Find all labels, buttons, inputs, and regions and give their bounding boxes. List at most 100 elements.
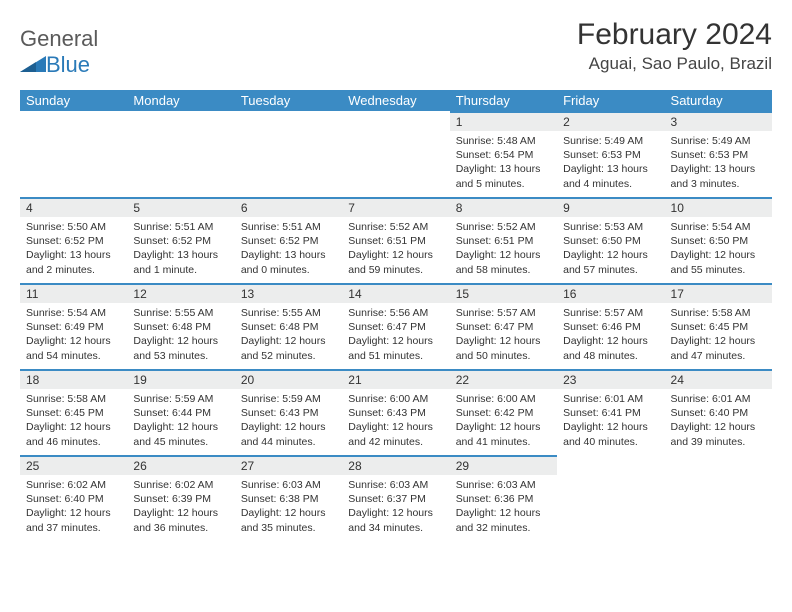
day-number: 18 bbox=[20, 369, 127, 389]
weekday-header: Sunday bbox=[20, 90, 127, 111]
calendar-cell bbox=[20, 111, 127, 197]
calendar-cell: 18Sunrise: 5:58 AMSunset: 6:45 PMDayligh… bbox=[20, 369, 127, 455]
day-details: Sunrise: 6:03 AMSunset: 6:37 PMDaylight:… bbox=[342, 475, 449, 541]
day-number-empty bbox=[342, 111, 449, 129]
calendar-cell bbox=[557, 455, 664, 541]
day-number: 29 bbox=[450, 455, 557, 475]
day-details: Sunrise: 5:52 AMSunset: 6:51 PMDaylight:… bbox=[342, 217, 449, 283]
daylight-line: Daylight: 12 hours and 40 minutes. bbox=[563, 420, 658, 448]
daylight-line: Daylight: 12 hours and 45 minutes. bbox=[133, 420, 228, 448]
sunrise-line: Sunrise: 5:50 AM bbox=[26, 220, 121, 234]
day-details: Sunrise: 6:03 AMSunset: 6:38 PMDaylight:… bbox=[235, 475, 342, 541]
day-number: 8 bbox=[450, 197, 557, 217]
sunrise-line: Sunrise: 5:51 AM bbox=[241, 220, 336, 234]
calendar-cell: 14Sunrise: 5:56 AMSunset: 6:47 PMDayligh… bbox=[342, 283, 449, 369]
sunrise-line: Sunrise: 6:02 AM bbox=[133, 478, 228, 492]
day-number: 14 bbox=[342, 283, 449, 303]
daylight-line: Daylight: 13 hours and 1 minute. bbox=[133, 248, 228, 276]
day-details: Sunrise: 5:51 AMSunset: 6:52 PMDaylight:… bbox=[127, 217, 234, 283]
day-number: 27 bbox=[235, 455, 342, 475]
day-details: Sunrise: 6:02 AMSunset: 6:39 PMDaylight:… bbox=[127, 475, 234, 541]
calendar-cell: 23Sunrise: 6:01 AMSunset: 6:41 PMDayligh… bbox=[557, 369, 664, 455]
logo-text-blue: Blue bbox=[46, 52, 90, 77]
sunset-line: Sunset: 6:51 PM bbox=[348, 234, 443, 248]
calendar-cell: 19Sunrise: 5:59 AMSunset: 6:44 PMDayligh… bbox=[127, 369, 234, 455]
day-number: 28 bbox=[342, 455, 449, 475]
calendar-cell: 3Sunrise: 5:49 AMSunset: 6:53 PMDaylight… bbox=[665, 111, 772, 197]
day-number: 7 bbox=[342, 197, 449, 217]
calendar-cell bbox=[342, 111, 449, 197]
daylight-line: Daylight: 12 hours and 57 minutes. bbox=[563, 248, 658, 276]
day-number-empty bbox=[665, 455, 772, 473]
logo: General Blue bbox=[20, 26, 98, 78]
day-details: Sunrise: 5:55 AMSunset: 6:48 PMDaylight:… bbox=[235, 303, 342, 369]
daylight-line: Daylight: 12 hours and 59 minutes. bbox=[348, 248, 443, 276]
sunset-line: Sunset: 6:50 PM bbox=[671, 234, 766, 248]
daylight-line: Daylight: 12 hours and 55 minutes. bbox=[671, 248, 766, 276]
calendar-cell: 6Sunrise: 5:51 AMSunset: 6:52 PMDaylight… bbox=[235, 197, 342, 283]
sunset-line: Sunset: 6:47 PM bbox=[348, 320, 443, 334]
page-title: February 2024 bbox=[577, 18, 772, 52]
calendar-cell: 9Sunrise: 5:53 AMSunset: 6:50 PMDaylight… bbox=[557, 197, 664, 283]
sunset-line: Sunset: 6:52 PM bbox=[26, 234, 121, 248]
day-details: Sunrise: 5:58 AMSunset: 6:45 PMDaylight:… bbox=[20, 389, 127, 455]
sunset-line: Sunset: 6:45 PM bbox=[671, 320, 766, 334]
calendar-cell: 10Sunrise: 5:54 AMSunset: 6:50 PMDayligh… bbox=[665, 197, 772, 283]
calendar-cell bbox=[665, 455, 772, 541]
day-details: Sunrise: 6:00 AMSunset: 6:43 PMDaylight:… bbox=[342, 389, 449, 455]
sunset-line: Sunset: 6:37 PM bbox=[348, 492, 443, 506]
calendar-cell: 16Sunrise: 5:57 AMSunset: 6:46 PMDayligh… bbox=[557, 283, 664, 369]
day-number: 23 bbox=[557, 369, 664, 389]
day-number: 11 bbox=[20, 283, 127, 303]
weekday-header: Wednesday bbox=[342, 90, 449, 111]
daylight-line: Daylight: 12 hours and 46 minutes. bbox=[26, 420, 121, 448]
sunset-line: Sunset: 6:43 PM bbox=[241, 406, 336, 420]
sunrise-line: Sunrise: 6:03 AM bbox=[348, 478, 443, 492]
sunset-line: Sunset: 6:45 PM bbox=[26, 406, 121, 420]
day-details: Sunrise: 5:49 AMSunset: 6:53 PMDaylight:… bbox=[557, 131, 664, 197]
calendar-cell: 22Sunrise: 6:00 AMSunset: 6:42 PMDayligh… bbox=[450, 369, 557, 455]
day-number: 4 bbox=[20, 197, 127, 217]
day-number-empty bbox=[557, 455, 664, 473]
logo-icon bbox=[20, 52, 46, 78]
logo-text-gray: General bbox=[20, 26, 98, 51]
calendar-cell: 25Sunrise: 6:02 AMSunset: 6:40 PMDayligh… bbox=[20, 455, 127, 541]
calendar-cell: 7Sunrise: 5:52 AMSunset: 6:51 PMDaylight… bbox=[342, 197, 449, 283]
calendar-cell: 5Sunrise: 5:51 AMSunset: 6:52 PMDaylight… bbox=[127, 197, 234, 283]
sunrise-line: Sunrise: 6:01 AM bbox=[671, 392, 766, 406]
calendar-week-row: 11Sunrise: 5:54 AMSunset: 6:49 PMDayligh… bbox=[20, 283, 772, 369]
daylight-line: Daylight: 12 hours and 42 minutes. bbox=[348, 420, 443, 448]
calendar-cell: 11Sunrise: 5:54 AMSunset: 6:49 PMDayligh… bbox=[20, 283, 127, 369]
calendar-cell: 17Sunrise: 5:58 AMSunset: 6:45 PMDayligh… bbox=[665, 283, 772, 369]
sunset-line: Sunset: 6:53 PM bbox=[563, 148, 658, 162]
daylight-line: Daylight: 12 hours and 51 minutes. bbox=[348, 334, 443, 362]
calendar-cell: 20Sunrise: 5:59 AMSunset: 6:43 PMDayligh… bbox=[235, 369, 342, 455]
daylight-line: Daylight: 12 hours and 52 minutes. bbox=[241, 334, 336, 362]
day-number-empty bbox=[20, 111, 127, 129]
sunset-line: Sunset: 6:41 PM bbox=[563, 406, 658, 420]
day-number: 15 bbox=[450, 283, 557, 303]
sunset-line: Sunset: 6:49 PM bbox=[26, 320, 121, 334]
daylight-line: Daylight: 12 hours and 34 minutes. bbox=[348, 506, 443, 534]
day-details: Sunrise: 5:56 AMSunset: 6:47 PMDaylight:… bbox=[342, 303, 449, 369]
calendar-table: SundayMondayTuesdayWednesdayThursdayFrid… bbox=[20, 90, 772, 541]
daylight-line: Daylight: 12 hours and 39 minutes. bbox=[671, 420, 766, 448]
sunrise-line: Sunrise: 5:56 AM bbox=[348, 306, 443, 320]
calendar-cell: 8Sunrise: 5:52 AMSunset: 6:51 PMDaylight… bbox=[450, 197, 557, 283]
daylight-line: Daylight: 13 hours and 4 minutes. bbox=[563, 162, 658, 190]
sunrise-line: Sunrise: 6:03 AM bbox=[241, 478, 336, 492]
sunset-line: Sunset: 6:52 PM bbox=[241, 234, 336, 248]
day-details: Sunrise: 5:59 AMSunset: 6:43 PMDaylight:… bbox=[235, 389, 342, 455]
calendar-cell: 1Sunrise: 5:48 AMSunset: 6:54 PMDaylight… bbox=[450, 111, 557, 197]
day-number: 12 bbox=[127, 283, 234, 303]
day-details: Sunrise: 5:58 AMSunset: 6:45 PMDaylight:… bbox=[665, 303, 772, 369]
sunrise-line: Sunrise: 6:03 AM bbox=[456, 478, 551, 492]
calendar-cell: 29Sunrise: 6:03 AMSunset: 6:36 PMDayligh… bbox=[450, 455, 557, 541]
daylight-line: Daylight: 13 hours and 0 minutes. bbox=[241, 248, 336, 276]
sunrise-line: Sunrise: 5:49 AM bbox=[671, 134, 766, 148]
day-details: Sunrise: 6:01 AMSunset: 6:41 PMDaylight:… bbox=[557, 389, 664, 455]
calendar-cell: 4Sunrise: 5:50 AMSunset: 6:52 PMDaylight… bbox=[20, 197, 127, 283]
sunrise-line: Sunrise: 6:02 AM bbox=[26, 478, 121, 492]
calendar-cell: 28Sunrise: 6:03 AMSunset: 6:37 PMDayligh… bbox=[342, 455, 449, 541]
day-details: Sunrise: 6:02 AMSunset: 6:40 PMDaylight:… bbox=[20, 475, 127, 541]
